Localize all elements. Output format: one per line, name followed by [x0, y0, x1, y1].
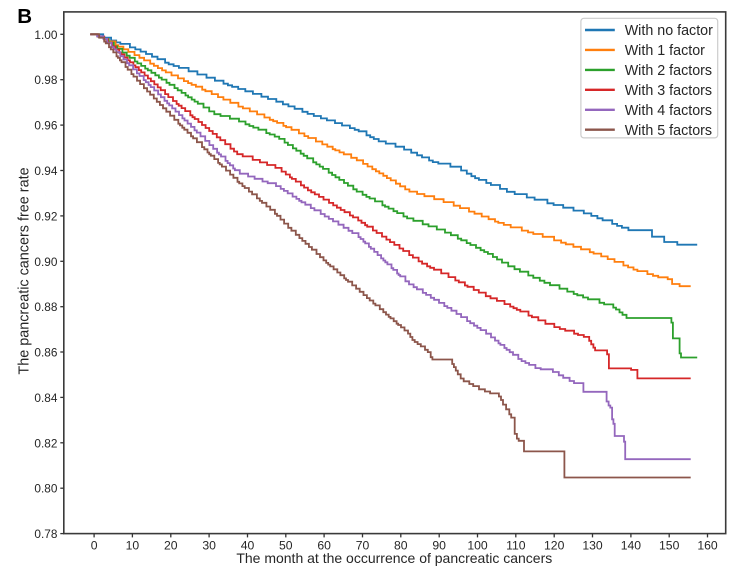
svg-text:110: 110 [506, 539, 526, 553]
svg-text:0.86: 0.86 [34, 346, 57, 360]
svg-text:100: 100 [467, 539, 488, 553]
svg-text:With no factor: With no factor [625, 23, 713, 39]
svg-text:20: 20 [164, 539, 178, 553]
svg-text:10: 10 [126, 539, 140, 553]
svg-text:30: 30 [202, 539, 216, 553]
svg-text:40: 40 [241, 539, 255, 553]
svg-text:With 2 factors: With 2 factors [625, 63, 712, 79]
svg-text:0.92: 0.92 [34, 209, 57, 223]
svg-text:With 3 factors: With 3 factors [625, 83, 712, 99]
svg-text:150: 150 [659, 539, 680, 553]
svg-text:0: 0 [91, 539, 98, 553]
svg-text:70: 70 [356, 539, 370, 553]
svg-text:0.80: 0.80 [34, 482, 57, 496]
svg-text:With 1 factor: With 1 factor [625, 43, 705, 59]
svg-text:With 4 factors: With 4 factors [625, 103, 712, 119]
svg-text:160: 160 [697, 539, 718, 553]
svg-text:0.98: 0.98 [34, 73, 57, 87]
svg-text:0.94: 0.94 [34, 164, 57, 178]
svg-text:0.90: 0.90 [34, 255, 57, 269]
svg-text:0.78: 0.78 [34, 527, 57, 541]
svg-text:0.82: 0.82 [34, 436, 57, 450]
svg-text:130: 130 [582, 539, 603, 553]
svg-text:0.88: 0.88 [34, 300, 57, 314]
svg-text:B: B [17, 5, 32, 28]
svg-text:With 5 factors: With 5 factors [625, 123, 712, 139]
svg-text:90: 90 [432, 539, 446, 553]
svg-text:80: 80 [394, 539, 408, 553]
svg-text:0.84: 0.84 [34, 391, 57, 405]
svg-text:The pancreatic cancers free ra: The pancreatic cancers free rate [16, 167, 32, 374]
svg-text:The month at the occurrence of: The month at the occurrence of pancreati… [236, 550, 552, 566]
svg-text:120: 120 [544, 539, 565, 553]
svg-text:60: 60 [317, 539, 331, 553]
svg-text:140: 140 [621, 539, 642, 553]
svg-text:0.96: 0.96 [34, 119, 57, 133]
svg-text:1.00: 1.00 [34, 28, 57, 42]
svg-text:50: 50 [279, 539, 293, 553]
